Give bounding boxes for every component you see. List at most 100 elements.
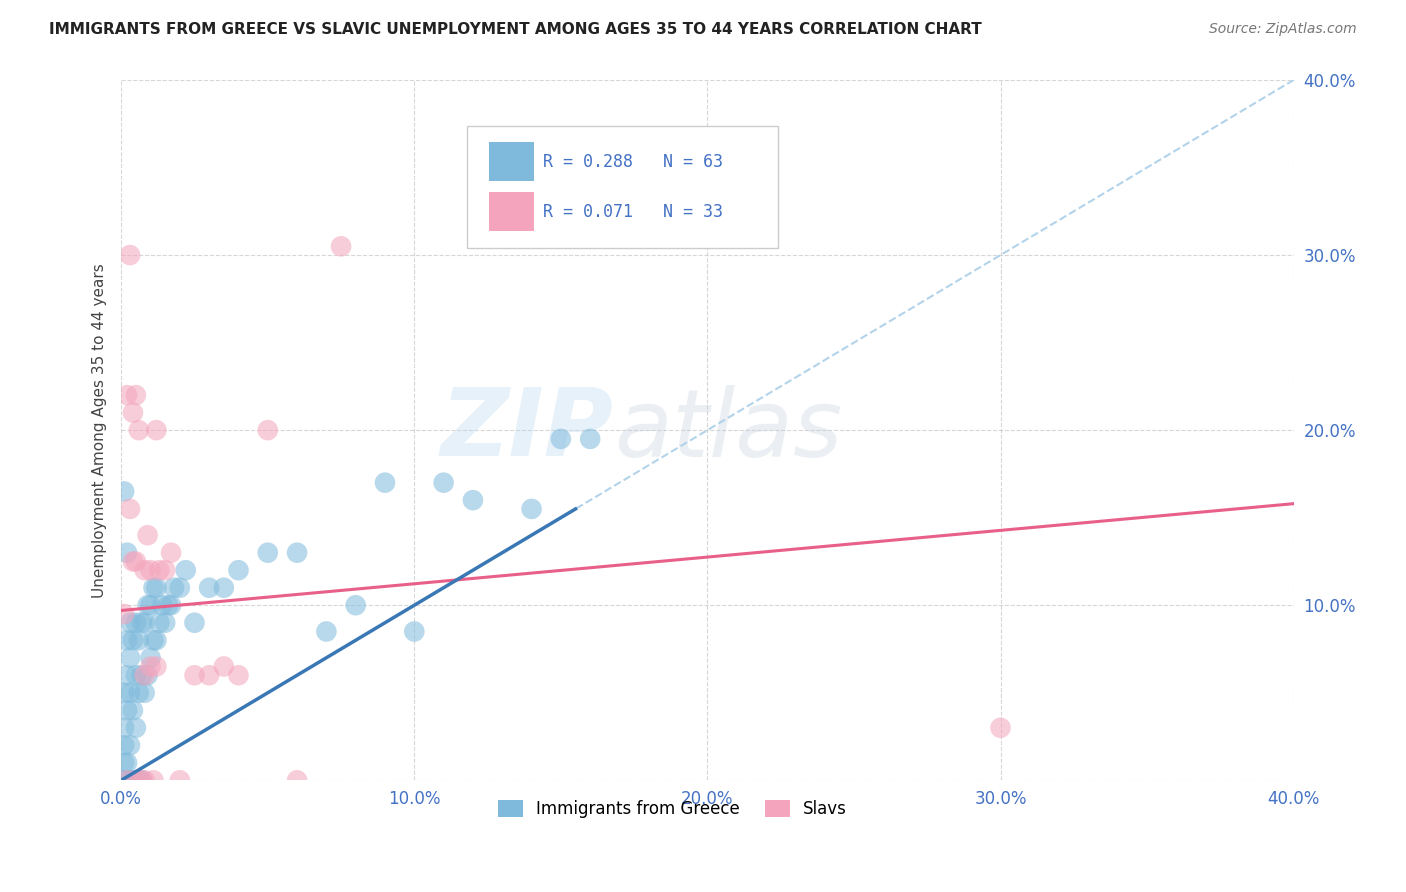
- Point: [404, 624, 426, 639]
- Point: [128, 633, 150, 648]
- Point: [139, 563, 162, 577]
- Point: [145, 633, 167, 648]
- Point: [115, 633, 138, 648]
- Point: [169, 581, 191, 595]
- Point: [128, 773, 150, 788]
- Point: [118, 502, 141, 516]
- Y-axis label: Unemployment Among Ages 35 to 44 years: Unemployment Among Ages 35 to 44 years: [93, 263, 107, 598]
- Point: [374, 475, 396, 490]
- Point: [115, 703, 138, 717]
- Point: [122, 554, 145, 568]
- Point: [212, 659, 235, 673]
- Point: [131, 615, 153, 630]
- Point: [550, 432, 572, 446]
- Point: [139, 659, 162, 673]
- Point: [122, 703, 145, 717]
- Point: [228, 668, 250, 682]
- Point: [169, 773, 191, 788]
- Point: [115, 773, 138, 788]
- Point: [136, 528, 159, 542]
- FancyBboxPatch shape: [489, 143, 534, 181]
- Point: [142, 773, 165, 788]
- Point: [118, 615, 141, 630]
- Point: [145, 659, 167, 673]
- Text: R = 0.071   N = 33: R = 0.071 N = 33: [543, 202, 723, 220]
- Point: [125, 615, 148, 630]
- Point: [125, 388, 148, 402]
- Text: R = 0.288   N = 63: R = 0.288 N = 63: [543, 153, 723, 170]
- Point: [157, 598, 180, 612]
- Point: [183, 615, 205, 630]
- Point: [125, 721, 148, 735]
- Point: [433, 475, 456, 490]
- Point: [112, 756, 135, 770]
- Point: [125, 773, 148, 788]
- Point: [134, 668, 156, 682]
- Point: [139, 650, 162, 665]
- Legend: Immigrants from Greece, Slavs: Immigrants from Greece, Slavs: [491, 793, 853, 824]
- FancyBboxPatch shape: [467, 126, 778, 248]
- Point: [163, 581, 186, 595]
- Point: [115, 756, 138, 770]
- Point: [115, 773, 138, 788]
- Point: [128, 423, 150, 437]
- Point: [131, 773, 153, 788]
- Point: [122, 406, 145, 420]
- Point: [118, 650, 141, 665]
- Point: [118, 739, 141, 753]
- Point: [145, 423, 167, 437]
- Point: [142, 581, 165, 595]
- Point: [118, 686, 141, 700]
- Point: [134, 615, 156, 630]
- Point: [125, 554, 148, 568]
- Point: [315, 624, 337, 639]
- Point: [118, 248, 141, 262]
- Point: [461, 493, 484, 508]
- Point: [134, 563, 156, 577]
- Text: Source: ZipAtlas.com: Source: ZipAtlas.com: [1209, 22, 1357, 37]
- Point: [115, 546, 138, 560]
- Point: [145, 581, 167, 595]
- Point: [330, 239, 353, 253]
- Point: [256, 423, 278, 437]
- Point: [112, 484, 135, 499]
- Point: [212, 581, 235, 595]
- Point: [520, 502, 543, 516]
- Point: [131, 773, 153, 788]
- Point: [160, 598, 183, 612]
- Point: [285, 773, 308, 788]
- Point: [128, 686, 150, 700]
- Point: [228, 563, 250, 577]
- Point: [174, 563, 197, 577]
- Point: [148, 615, 170, 630]
- Point: [148, 563, 170, 577]
- Point: [183, 668, 205, 682]
- Text: ZIP: ZIP: [440, 384, 613, 476]
- Point: [112, 686, 135, 700]
- Point: [142, 633, 165, 648]
- Point: [344, 598, 367, 612]
- Point: [125, 773, 148, 788]
- Point: [139, 598, 162, 612]
- Point: [153, 615, 176, 630]
- Point: [115, 668, 138, 682]
- Point: [198, 581, 221, 595]
- Point: [198, 668, 221, 682]
- Point: [134, 686, 156, 700]
- FancyBboxPatch shape: [489, 193, 534, 231]
- Point: [125, 668, 148, 682]
- Point: [112, 739, 135, 753]
- Point: [150, 598, 173, 612]
- Point: [153, 563, 176, 577]
- Point: [118, 773, 141, 788]
- Point: [136, 668, 159, 682]
- Point: [256, 546, 278, 560]
- Point: [990, 721, 1012, 735]
- Point: [134, 773, 156, 788]
- Point: [131, 668, 153, 682]
- Point: [160, 546, 183, 560]
- Text: IMMIGRANTS FROM GREECE VS SLAVIC UNEMPLOYMENT AMONG AGES 35 TO 44 YEARS CORRELAT: IMMIGRANTS FROM GREECE VS SLAVIC UNEMPLO…: [49, 22, 981, 37]
- Text: atlas: atlas: [613, 384, 842, 475]
- Point: [122, 633, 145, 648]
- Point: [112, 607, 135, 621]
